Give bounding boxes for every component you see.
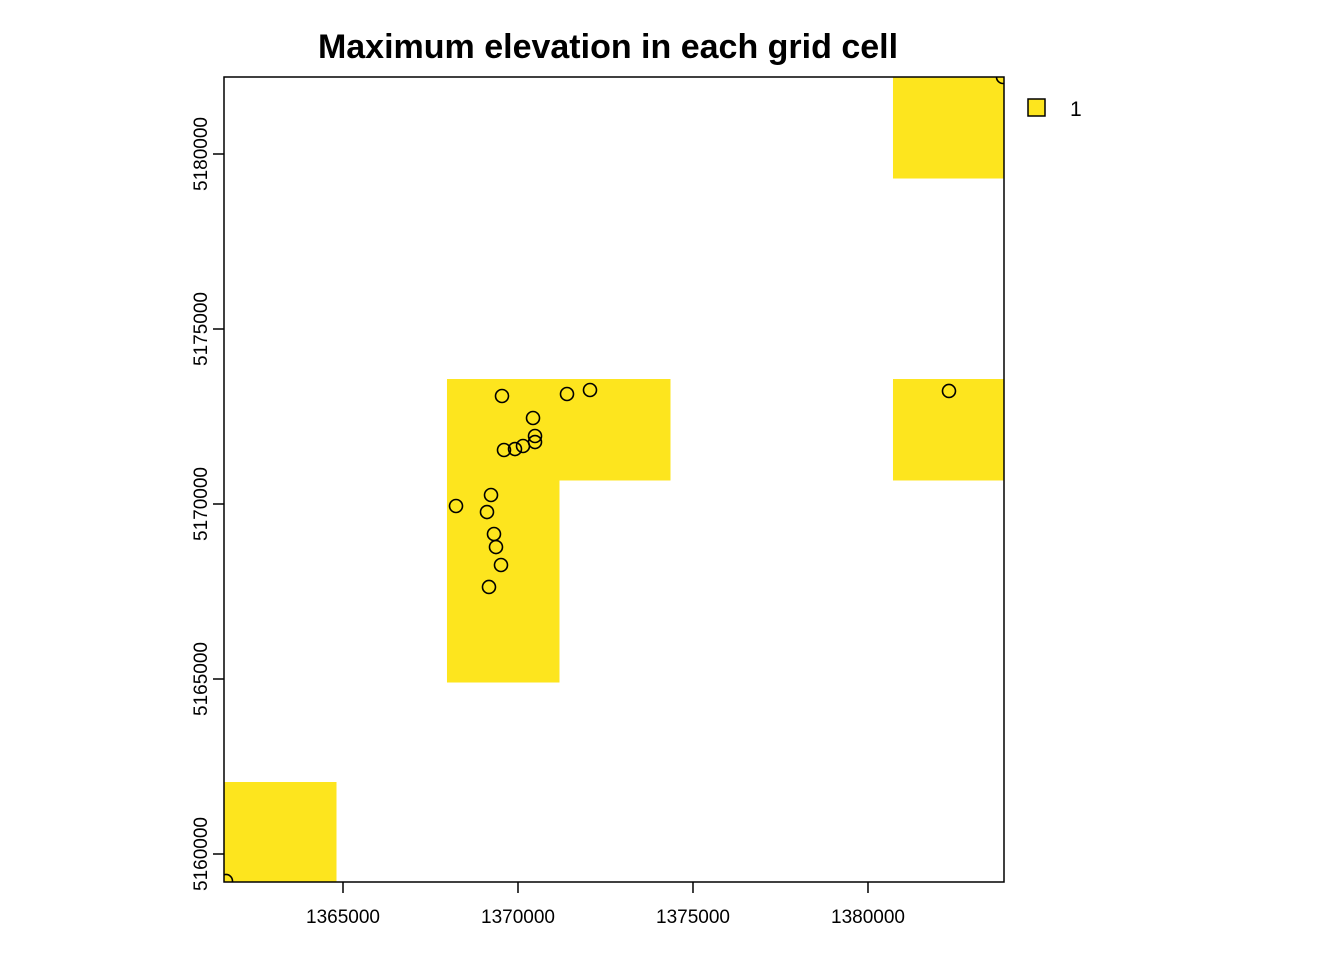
y-axis: 5160000 5165000 5170000 5175000 5180000 xyxy=(191,117,224,891)
sample-point-15 xyxy=(481,579,497,595)
sample-point-14 xyxy=(493,557,509,573)
grid-cell-1 xyxy=(446,479,560,683)
legend: 1 xyxy=(1027,98,1082,121)
x-tick-label: 1380000 xyxy=(831,907,905,928)
grid-cell-2 xyxy=(446,379,671,481)
sample-point-8 xyxy=(515,438,531,454)
grid-cell-4 xyxy=(892,77,1004,179)
sample-point-2 xyxy=(582,382,598,398)
sample-point-7 xyxy=(507,441,523,457)
sample-point-6 xyxy=(496,442,512,458)
sample-point-3 xyxy=(525,410,541,426)
y-tick-label: 5180000 xyxy=(191,117,212,191)
sample-point-4 xyxy=(527,428,543,444)
x-tick-label: 1370000 xyxy=(481,907,555,928)
y-tick-label: 5165000 xyxy=(191,642,212,716)
y-tick-label: 5175000 xyxy=(191,292,212,366)
y-tick-label: 5160000 xyxy=(191,817,212,891)
sample-point-18 xyxy=(224,873,234,882)
sample-point-13 xyxy=(488,539,504,555)
x-axis: 1365000 1370000 1375000 1380000 xyxy=(306,882,905,928)
grid-cell-0 xyxy=(224,782,337,882)
sample-point-11 xyxy=(479,504,495,520)
sample-point-9 xyxy=(483,487,499,503)
sample-point-1 xyxy=(559,386,575,402)
x-tick-label: 1365000 xyxy=(306,907,380,928)
chart-title: Maximum elevation in each grid cell xyxy=(318,28,898,66)
sample-point-0 xyxy=(494,388,510,404)
y-tick-label: 5170000 xyxy=(191,467,212,541)
sample-point-10 xyxy=(448,498,464,514)
sample-points xyxy=(224,77,1004,882)
x-tick-label: 1375000 xyxy=(656,907,730,928)
grid-cells xyxy=(224,77,1004,882)
legend-label: 1 xyxy=(1070,98,1082,121)
grid-cell-3 xyxy=(892,379,1004,481)
legend-swatch xyxy=(1027,98,1046,117)
sample-point-16 xyxy=(941,383,957,399)
sample-point-17 xyxy=(995,77,1004,85)
plot-frame xyxy=(223,76,1005,883)
